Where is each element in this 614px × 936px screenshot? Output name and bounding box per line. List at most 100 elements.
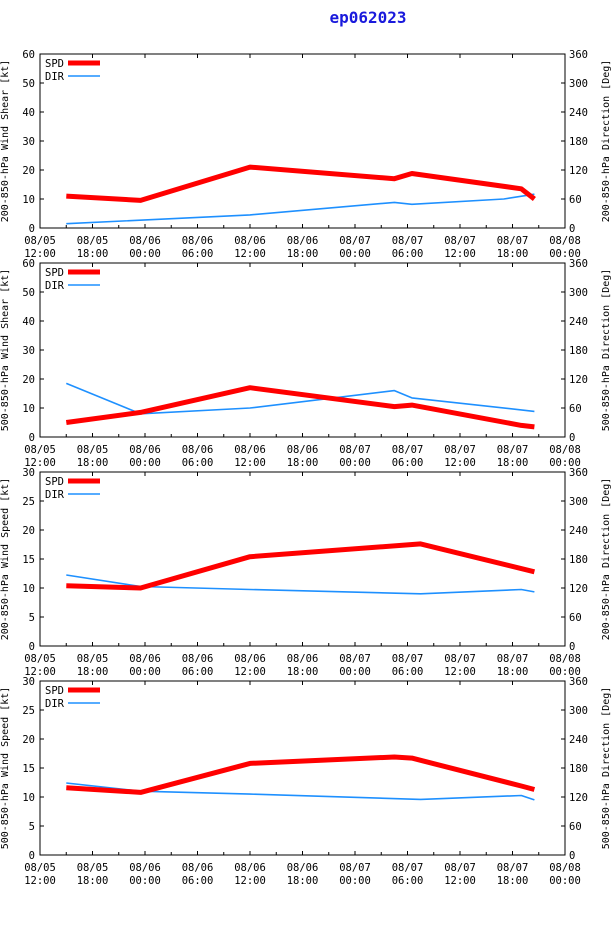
x-tick-label-time: 18:00 (287, 457, 319, 469)
spd-series-line (66, 164, 536, 203)
y-right-tick-label: 180 (569, 763, 588, 775)
y-right-tick-label: 300 (569, 705, 588, 717)
x-tick-label-time: 12:00 (234, 666, 266, 678)
y-left-tick-label: 30 (22, 467, 35, 479)
x-tick-label-time: 18:00 (497, 457, 529, 469)
y-right-tick-label: 360 (569, 49, 588, 61)
y-left-axis-title: 500-850-hPa Wind Shear [kt] (0, 269, 11, 432)
y-right-tick-label: 360 (569, 467, 588, 479)
x-tick-label-date: 08/06 (234, 862, 266, 874)
x-tick-label-time: 18:00 (497, 666, 529, 678)
chart-panel-2: 010203040506006012018024030036008/0512:0… (0, 258, 612, 469)
x-tick-label-date: 08/07 (497, 235, 529, 247)
x-tick-label-time: 18:00 (287, 666, 319, 678)
x-tick-label-date: 08/06 (129, 235, 161, 247)
x-tick-label-date: 08/05 (77, 862, 109, 874)
x-tick-label-date: 08/05 (77, 235, 109, 247)
x-tick-label-time: 00:00 (339, 875, 371, 887)
x-tick-label-time: 06:00 (392, 666, 424, 678)
y-right-tick-label: 300 (569, 287, 588, 299)
y-left-axis-title: 200-850-hPa Wind Speed [kt] (0, 478, 11, 641)
y-left-tick-label: 30 (22, 676, 35, 688)
spd-series-line (66, 754, 536, 795)
x-tick-label-date: 08/08 (549, 653, 581, 665)
y-right-tick-label: 120 (569, 165, 588, 177)
x-tick-label-time: 06:00 (392, 457, 424, 469)
y-left-tick-label: 20 (22, 374, 35, 386)
y-right-tick-label: 120 (569, 583, 588, 595)
x-tick-label-date: 08/07 (392, 444, 424, 456)
y-left-tick-label: 5 (29, 821, 35, 833)
y-right-tick-label: 240 (569, 734, 588, 746)
y-right-tick-label: 300 (569, 78, 588, 90)
x-tick-label-time: 06:00 (392, 875, 424, 887)
x-tick-label-time: 00:00 (549, 457, 581, 469)
x-tick-label-time: 12:00 (24, 457, 56, 469)
legend-spd-label: SPD (45, 58, 64, 70)
y-left-tick-label: 60 (22, 49, 35, 61)
dir-series-line (65, 382, 535, 415)
y-right-tick-label: 60 (569, 403, 582, 415)
x-tick-label-time: 12:00 (24, 666, 56, 678)
x-tick-label-time: 12:00 (444, 248, 476, 260)
x-tick-label-date: 08/07 (339, 235, 371, 247)
y-left-tick-label: 50 (22, 287, 35, 299)
x-tick-label-date: 08/06 (234, 444, 266, 456)
x-tick-label-time: 12:00 (234, 248, 266, 260)
y-right-tick-label: 240 (569, 316, 588, 328)
y-left-tick-label: 0 (29, 223, 35, 235)
y-left-tick-label: 50 (22, 78, 35, 90)
x-tick-label-date: 08/07 (497, 444, 529, 456)
x-tick-label-date: 08/08 (549, 444, 581, 456)
x-tick-label-time: 06:00 (182, 875, 214, 887)
x-tick-label-date: 08/07 (444, 653, 476, 665)
y-left-tick-label: 30 (22, 136, 35, 148)
y-left-tick-label: 15 (22, 763, 35, 775)
plot-frame (39, 262, 566, 438)
x-tick-label-date: 08/07 (444, 235, 476, 247)
y-left-axis-title: 500-850-hPa Wind Speed [kt] (0, 687, 11, 850)
x-tick-label-date: 08/07 (444, 862, 476, 874)
y-right-axis-title: 200-850-hPa Direction [Deg] (601, 60, 612, 223)
y-left-tick-label: 0 (29, 850, 35, 862)
y-left-tick-label: 10 (22, 403, 35, 415)
legend-dir-label: DIR (45, 280, 65, 292)
y-right-tick-label: 120 (569, 374, 588, 386)
plot-frame (39, 680, 566, 856)
plot-frame (39, 53, 566, 229)
y-right-axis-title: 500-850-hPa Direction [Deg] (601, 687, 612, 850)
spd-series-line (66, 541, 535, 591)
y-right-tick-label: 180 (569, 136, 588, 148)
x-tick-label-time: 00:00 (339, 457, 371, 469)
y-left-tick-label: 0 (29, 432, 35, 444)
x-tick-label-date: 08/06 (234, 235, 266, 247)
x-tick-label-time: 00:00 (339, 666, 371, 678)
x-tick-label-date: 08/06 (287, 653, 319, 665)
x-tick-label-time: 00:00 (549, 875, 581, 887)
x-tick-label-date: 08/05 (24, 444, 56, 456)
x-tick-label-date: 08/07 (339, 653, 371, 665)
legend-spd-label: SPD (45, 267, 64, 279)
x-tick-label-time: 12:00 (444, 875, 476, 887)
x-tick-label-date: 08/06 (182, 444, 214, 456)
x-tick-label-date: 08/05 (24, 235, 56, 247)
y-left-tick-label: 0 (29, 641, 35, 653)
y-right-tick-label: 180 (569, 345, 588, 357)
x-tick-label-time: 18:00 (77, 875, 109, 887)
y-right-tick-label: 300 (569, 496, 588, 508)
x-tick-label-date: 08/05 (24, 862, 56, 874)
y-left-tick-label: 5 (29, 612, 35, 624)
y-right-tick-label: 60 (569, 194, 582, 206)
y-right-tick-label: 360 (569, 258, 588, 270)
x-tick-label-time: 12:00 (24, 248, 56, 260)
x-tick-label-date: 08/06 (129, 444, 161, 456)
x-tick-label-date: 08/08 (549, 862, 581, 874)
x-tick-label-time: 18:00 (497, 875, 529, 887)
y-left-tick-label: 40 (22, 107, 35, 119)
x-tick-label-date: 08/07 (339, 444, 371, 456)
x-tick-label-date: 08/07 (497, 862, 529, 874)
spd-series-line (65, 385, 535, 430)
y-right-axis-title: 500-850-hPa Direction [Deg] (601, 269, 612, 432)
x-tick-label-date: 08/06 (234, 653, 266, 665)
x-tick-label-date: 08/07 (444, 444, 476, 456)
